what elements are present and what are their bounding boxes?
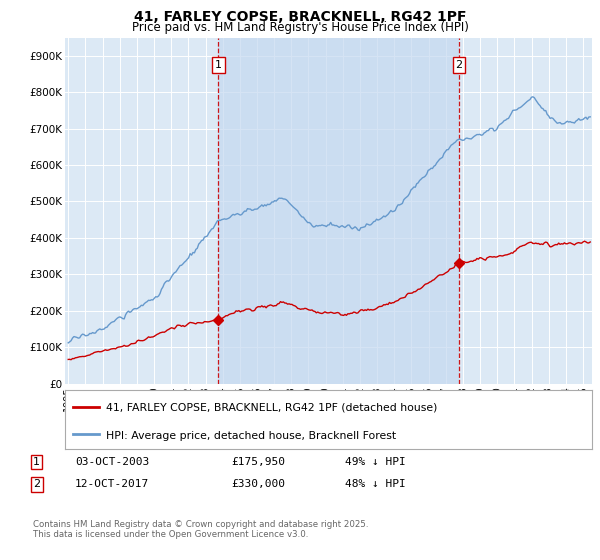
Text: £175,950: £175,950 xyxy=(231,457,285,467)
Text: 41, FARLEY COPSE, BRACKNELL, RG42 1PF (detached house): 41, FARLEY COPSE, BRACKNELL, RG42 1PF (d… xyxy=(106,403,437,413)
Text: 12-OCT-2017: 12-OCT-2017 xyxy=(75,479,149,489)
Text: Contains HM Land Registry data © Crown copyright and database right 2025.
This d: Contains HM Land Registry data © Crown c… xyxy=(33,520,368,539)
Text: 2: 2 xyxy=(455,60,463,70)
Text: 41, FARLEY COPSE, BRACKNELL, RG42 1PF: 41, FARLEY COPSE, BRACKNELL, RG42 1PF xyxy=(134,10,466,24)
Text: 1: 1 xyxy=(33,457,40,467)
Text: 03-OCT-2003: 03-OCT-2003 xyxy=(75,457,149,467)
Text: 48% ↓ HPI: 48% ↓ HPI xyxy=(345,479,406,489)
Text: 2: 2 xyxy=(33,479,40,489)
Bar xyxy=(218,38,459,384)
Text: 49% ↓ HPI: 49% ↓ HPI xyxy=(345,457,406,467)
Text: £330,000: £330,000 xyxy=(231,479,285,489)
Text: HPI: Average price, detached house, Bracknell Forest: HPI: Average price, detached house, Brac… xyxy=(106,431,396,441)
Text: Price paid vs. HM Land Registry's House Price Index (HPI): Price paid vs. HM Land Registry's House … xyxy=(131,21,469,34)
Text: 1: 1 xyxy=(215,60,222,70)
